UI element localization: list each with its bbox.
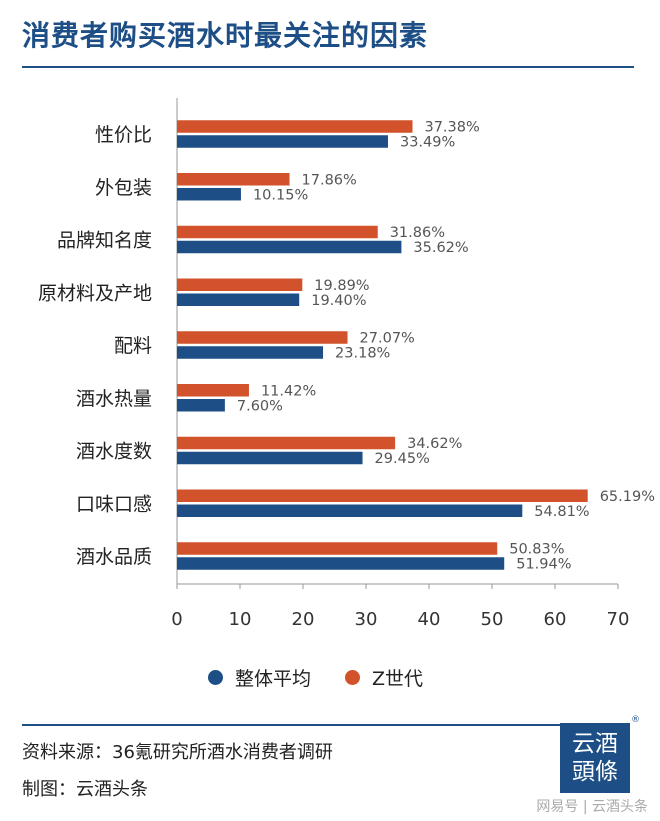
value-label-genz: 65.19% — [600, 489, 655, 505]
x-tick-label: 20 — [292, 609, 315, 630]
category-label: 性价比 — [95, 124, 152, 146]
legend-item-overall: 整体平均 — [208, 664, 311, 691]
bar-overall — [177, 346, 324, 359]
bar-genz — [177, 278, 303, 291]
value-label-genz: 19.89% — [314, 278, 369, 294]
value-label-genz: 27.07% — [360, 331, 415, 347]
bar-overall — [177, 399, 225, 412]
bar-genz — [177, 120, 413, 133]
value-label-overall: 35.62% — [413, 240, 468, 256]
bar-overall — [177, 504, 523, 517]
x-tick-label: 10 — [229, 609, 252, 630]
x-tick-label: 60 — [544, 609, 567, 630]
legend-dot-overall — [208, 669, 223, 685]
registered-mark: ® — [631, 715, 640, 725]
bar-genz — [177, 173, 290, 186]
title-divider — [22, 66, 634, 68]
footer-divider — [22, 724, 560, 726]
bar-overall — [177, 135, 388, 148]
chart-title: 消费者购买酒水时最关注的因素 — [22, 19, 429, 52]
bar-genz — [177, 331, 348, 344]
bar-overall — [177, 557, 505, 570]
value-label-overall: 23.18% — [335, 346, 390, 362]
bar-genz — [177, 542, 498, 555]
x-tick-label: 30 — [355, 609, 378, 630]
value-label-overall: 19.40% — [311, 293, 366, 309]
x-tick-label: 70 — [607, 609, 630, 630]
legend-item-genz: Z世代 — [345, 664, 423, 691]
category-label: 酒水度数 — [76, 441, 152, 463]
value-label-genz: 37.38% — [424, 120, 479, 136]
x-tick-label: 0 — [171, 609, 182, 630]
bar-overall — [177, 188, 241, 201]
category-label: 口味口感 — [76, 493, 152, 515]
value-label-genz: 34.62% — [407, 436, 462, 452]
value-label-overall: 7.60% — [237, 398, 283, 414]
category-label: 外包装 — [95, 177, 152, 199]
chart-credit: 制图：云酒头条 — [22, 779, 148, 800]
value-label-genz: 17.86% — [302, 172, 357, 188]
brand-logo: 云酒 頭條 — [560, 723, 630, 793]
category-label: 酒水热量 — [76, 388, 152, 410]
x-tick-label: 50 — [481, 609, 504, 630]
value-label-overall: 51.94% — [516, 557, 571, 573]
value-label-overall: 29.45% — [375, 451, 430, 467]
bar-overall — [177, 240, 402, 254]
bar-overall — [177, 451, 363, 465]
value-label-overall: 33.49% — [400, 135, 455, 151]
category-label: 酒水品质 — [76, 546, 152, 568]
data-source: 资料来源：36氪研究所酒水消费者调研 — [22, 742, 333, 763]
bar-genz — [177, 225, 378, 239]
legend-label-genz: Z世代 — [372, 667, 424, 690]
legend-label-overall: 整体平均 — [235, 667, 312, 690]
x-tick-label: 40 — [418, 609, 441, 630]
value-label-overall: 54.81% — [534, 504, 589, 520]
category-label: 品牌知名度 — [57, 230, 152, 252]
bar-genz — [177, 384, 249, 397]
logo-text-line2: 頭條 — [572, 759, 618, 785]
value-label-genz: 31.86% — [390, 225, 445, 241]
value-label-genz: 11.42% — [261, 383, 316, 399]
value-label-overall: 10.15% — [253, 187, 308, 203]
bar-overall — [177, 293, 300, 306]
category-label: 原材料及产地 — [38, 282, 152, 304]
value-label-genz: 50.83% — [509, 542, 564, 558]
logo-text-line1: 云酒 — [572, 731, 618, 757]
bar-genz — [177, 489, 588, 502]
watermark-text: 网易号 | 云酒头条 — [536, 799, 648, 815]
bar-genz — [177, 436, 396, 450]
category-label: 配料 — [114, 335, 152, 357]
legend: 整体平均 Z世代 — [208, 664, 457, 690]
legend-dot-genz — [345, 669, 361, 685]
